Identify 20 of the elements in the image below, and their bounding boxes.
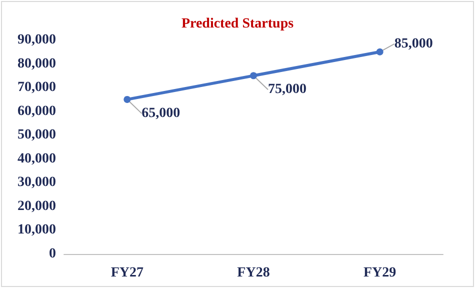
x-tick-label: FY29 — [363, 266, 396, 280]
y-tick-label: 30,000 — [18, 175, 56, 190]
y-tick-label: 0 — [49, 246, 56, 262]
y-tick-label: 90,000 — [18, 32, 56, 48]
y-tick-label: 70,000 — [18, 80, 56, 96]
data-label: 85,000 — [394, 36, 433, 52]
point — [250, 72, 257, 80]
y-tick-label: 60,000 — [18, 104, 56, 119]
data-label: 75,000 — [268, 82, 306, 98]
point — [124, 96, 131, 103]
data-label: 65,000 — [142, 106, 180, 121]
x-tick-label: FY27 — [110, 266, 144, 280]
y-tick-label: 80,000 — [18, 56, 56, 72]
y-tick-label: 10,000 — [18, 222, 56, 238]
y-tick-label: 20,000 — [18, 198, 56, 214]
y-tick-label: 40,000 — [18, 151, 56, 166]
point — [376, 48, 384, 56]
x-tick-label: FY28 — [237, 266, 270, 280]
chart-title: Predicted Startups — [181, 16, 294, 32]
y-tick-label: 50,000 — [18, 128, 56, 143]
